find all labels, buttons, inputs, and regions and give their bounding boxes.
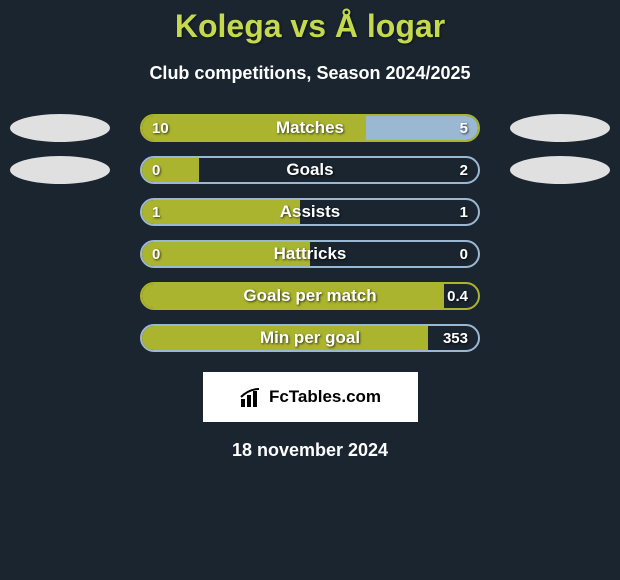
- stat-row: Hattricks0 0: [20, 240, 600, 268]
- bar-container: Assists1 1: [140, 198, 480, 226]
- bar-container: Matches10 5: [140, 114, 480, 142]
- bar-label: Goals per match: [142, 286, 478, 306]
- stats-area: Matches105Goals02Assists11Hattricks00Goa…: [20, 114, 600, 352]
- chart-icon: [239, 387, 263, 407]
- bar-container: Goals per match0.4: [140, 282, 480, 310]
- bar-value-right: 0: [460, 246, 468, 263]
- bar-label: Hattricks: [142, 244, 478, 264]
- bar-label: Matches: [142, 118, 478, 138]
- bar-container: Min per goal353: [140, 324, 480, 352]
- bar-value-right: 5: [460, 120, 468, 137]
- bar-value-left: 0: [152, 162, 160, 179]
- bar-label: Goals: [142, 160, 478, 180]
- page-title: Kolega vs Å logar: [20, 0, 600, 45]
- player-ellipse-left: [10, 114, 110, 142]
- stat-row: Goals0 2: [20, 156, 600, 184]
- bar-label: Min per goal: [142, 328, 478, 348]
- subtitle: Club competitions, Season 2024/2025: [20, 63, 600, 84]
- bar-value-right: 2: [460, 162, 468, 179]
- bar-value-left: 1: [152, 204, 160, 221]
- stat-row: Assists1 1: [20, 198, 600, 226]
- bar-value-right: 1: [460, 204, 468, 221]
- player-ellipse-left: [10, 156, 110, 184]
- main-container: Kolega vs Å logar Club competitions, Sea…: [0, 0, 620, 461]
- bar-value-left: 10: [152, 120, 169, 137]
- stat-row: Min per goal353: [20, 324, 600, 352]
- bar-value-left: 0: [152, 246, 160, 263]
- bar-container: Hattricks0 0: [140, 240, 480, 268]
- logo-text: FcTables.com: [269, 387, 381, 407]
- bar-container: Goals0 2: [140, 156, 480, 184]
- stat-row: Goals per match0.4: [20, 282, 600, 310]
- bar-value-right: 0.4: [447, 288, 468, 305]
- date-text: 18 november 2024: [20, 440, 600, 461]
- logo-box: FcTables.com: [203, 372, 418, 422]
- player-ellipse-right: [510, 114, 610, 142]
- bar-label: Assists: [142, 202, 478, 222]
- player-ellipse-right: [510, 156, 610, 184]
- bar-value-right: 353: [443, 330, 468, 347]
- stat-row: Matches10 5: [20, 114, 600, 142]
